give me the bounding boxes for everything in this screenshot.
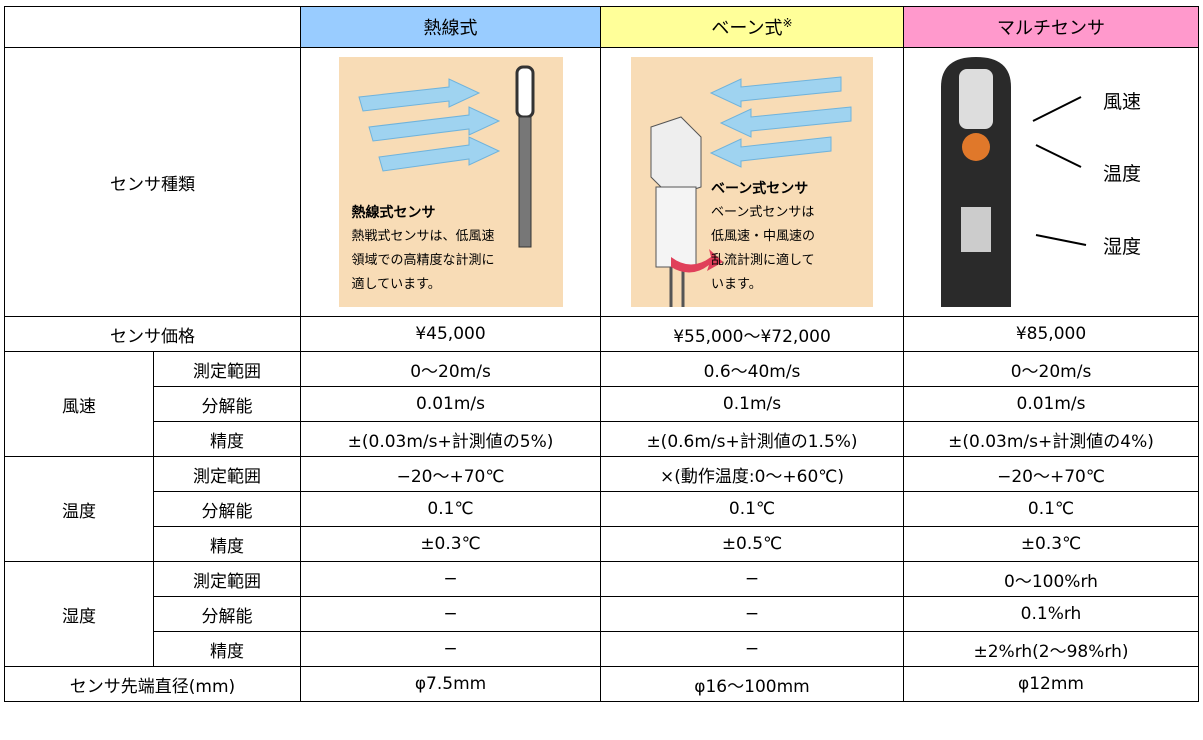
- cell: 0.1%rh: [903, 596, 1199, 632]
- cell: 0.01m/s: [903, 386, 1199, 422]
- cell: ¥85,000: [903, 316, 1199, 352]
- sensor-image: 熱線式センサ 熱戦式センサは、低風速 領域での高精度な計測に 適しています。: [338, 57, 563, 307]
- cell: 測定範囲: [153, 456, 301, 492]
- cell: −: [600, 631, 904, 667]
- caption-line: 熱戦式センサは、低風速: [351, 229, 495, 244]
- row: 湿度 測定範囲 − −0〜100%rh: [4, 561, 1199, 667]
- cell: −: [300, 596, 601, 632]
- cell: 分解能: [153, 386, 301, 422]
- cell: ±(0.03m/s+計測値の4%): [903, 421, 1199, 457]
- cell: 0.1℃: [903, 491, 1199, 527]
- cell: 0〜20m/s: [903, 351, 1199, 387]
- image-cell: ベーン式センサ ベーン式センサは 低風速・中風速の 乱流計測に適して います。: [600, 47, 904, 317]
- row: 分解能 0.01m/s 0.1m/s 0.01m/s: [5, 386, 1199, 422]
- cell: −: [300, 561, 601, 597]
- cell: 精度: [153, 421, 301, 457]
- cell: 風速: [4, 351, 154, 457]
- cell: −20〜+70℃: [903, 456, 1199, 492]
- caption-line: 低風速・中風速の: [711, 229, 816, 244]
- row: 分解能 0.1℃ 0.1℃ 0.1℃: [5, 491, 1199, 527]
- caption-line: 乱流計測に適して: [711, 253, 815, 268]
- row: 風速 測定範囲 0〜20m/s 0.6〜40m/s 0〜20m/s: [4, 351, 1199, 457]
- caption-title: 熱線式センサ: [351, 205, 436, 221]
- cell: −: [300, 631, 601, 667]
- cell: 湿度: [4, 561, 154, 667]
- row-label: センサ種類: [110, 174, 195, 195]
- vane-illustration: [631, 57, 873, 307]
- part-label: 湿度: [1103, 236, 1142, 258]
- cell: 精度: [153, 631, 301, 667]
- header-cell: マルチセンサ: [903, 6, 1199, 48]
- multi-illustration: [941, 57, 1087, 307]
- image-cell: 熱線式センサ 熱戦式センサは、低風速 領域での高精度な計測に 適しています。: [300, 47, 601, 317]
- sensor-image: 風速 温度 湿度: [921, 57, 1181, 307]
- cell: 精度: [153, 526, 301, 562]
- row: 温度 測定範囲 −20〜+70℃ ×(動作温度:0〜+60℃) −20〜+70℃: [4, 456, 1199, 562]
- cell: ×(動作温度:0〜+60℃): [600, 456, 904, 492]
- cell: ±0.5℃: [600, 526, 904, 562]
- note-mark: ※: [782, 16, 793, 30]
- caption-line: ベーン式センサは: [711, 205, 815, 220]
- cell: センサ価格: [4, 316, 301, 352]
- spec-table: 熱線式 ベーン式※ マルチセンサ センサ種類 熱線式センサ 熱戦式センサは、低風…: [4, 6, 1199, 702]
- header-text: マルチセンサ: [997, 18, 1105, 39]
- cell: 測定範囲: [153, 351, 301, 387]
- caption-line: 適しています。: [351, 277, 441, 292]
- hotwire-illustration: [338, 57, 563, 307]
- cell: φ7.5mm: [300, 666, 601, 702]
- cell: φ12mm: [903, 666, 1199, 702]
- image-cell: 風速 温度 湿度: [903, 47, 1199, 317]
- row: センサ価格 ¥45,000 ¥55,000〜¥72,000 ¥85,000: [4, 316, 1199, 352]
- cell: −: [600, 561, 904, 597]
- sensor-image: ベーン式センサ ベーン式センサは 低風速・中風速の 乱流計測に適して います。: [631, 57, 873, 307]
- caption: 熱線式センサ 熱戦式センサは、低風速 領域での高精度な計測に 適しています。: [352, 201, 495, 297]
- cell: 0.1m/s: [600, 386, 904, 422]
- cell: 分解能: [153, 491, 301, 527]
- caption-title: ベーン式センサ: [711, 181, 809, 197]
- cell: 0.1℃: [300, 491, 601, 527]
- cell: ±0.3℃: [300, 526, 601, 562]
- cell: 0.6〜40m/s: [600, 351, 904, 387]
- header-text: ベーン式: [711, 18, 783, 39]
- cell: 測定範囲: [153, 561, 301, 597]
- row: 分解能 − −0.1%rh: [5, 596, 1199, 632]
- cell: ¥55,000〜¥72,000: [600, 316, 904, 352]
- header-cell: 熱線式: [300, 6, 601, 48]
- caption-line: 領域での高精度な計測に: [351, 253, 495, 268]
- row: 精度 − − ±2%rh(2〜98%rh): [5, 631, 1199, 667]
- cell: 温度: [4, 456, 154, 562]
- cell: 0.1℃: [600, 491, 904, 527]
- cell: −: [600, 596, 904, 632]
- caption-line: います。: [711, 277, 762, 292]
- cell: センサ種類: [4, 47, 301, 317]
- cell: 分解能: [153, 596, 301, 632]
- cell: ¥45,000: [300, 316, 601, 352]
- cell: φ16〜100mm: [600, 666, 904, 702]
- part-label: 温度: [1103, 163, 1142, 185]
- cell: [4, 6, 301, 48]
- cell: −20〜+70℃: [300, 456, 601, 492]
- caption: ベーン式センサ ベーン式センサは 低風速・中風速の 乱流計測に適して います。: [711, 177, 815, 297]
- cell: 0〜100%rh: [903, 561, 1199, 597]
- row: 精度 ±0.3℃ ±0.5℃ ±0.3℃: [5, 526, 1199, 562]
- cell: センサ先端直径(mm): [4, 666, 301, 702]
- cell: ±2%rh(2〜98%rh): [903, 631, 1199, 667]
- cell: ±(0.03m/s+計測値の5%): [300, 421, 601, 457]
- row: センサ先端直径(mm) φ7.5mm φ16〜100mm φ12mm: [4, 666, 1199, 702]
- part-label: 風速: [1103, 91, 1142, 113]
- cell: ±0.3℃: [903, 526, 1199, 562]
- header-text: 熱線式: [423, 18, 478, 39]
- cell: ±(0.6m/s+計測値の1.5%): [600, 421, 904, 457]
- cell: 0〜20m/s: [300, 351, 601, 387]
- cell: 0.01m/s: [300, 386, 601, 422]
- header-cell: ベーン式※: [600, 6, 904, 48]
- row: 精度 ±(0.03m/s+計測値の5%) ±(0.6m/s+計測値の1.5%) ±(0…: [5, 421, 1199, 457]
